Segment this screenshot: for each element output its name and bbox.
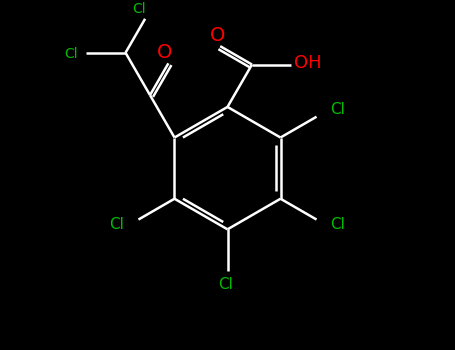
Text: Cl: Cl bbox=[330, 217, 345, 232]
Text: O: O bbox=[157, 43, 172, 62]
Text: Cl: Cl bbox=[218, 277, 233, 292]
Text: OH: OH bbox=[294, 54, 322, 72]
Text: Cl: Cl bbox=[330, 102, 345, 117]
Text: Cl: Cl bbox=[110, 217, 125, 232]
Text: Cl: Cl bbox=[132, 2, 146, 16]
Text: Cl: Cl bbox=[64, 48, 77, 62]
Text: O: O bbox=[210, 26, 225, 45]
